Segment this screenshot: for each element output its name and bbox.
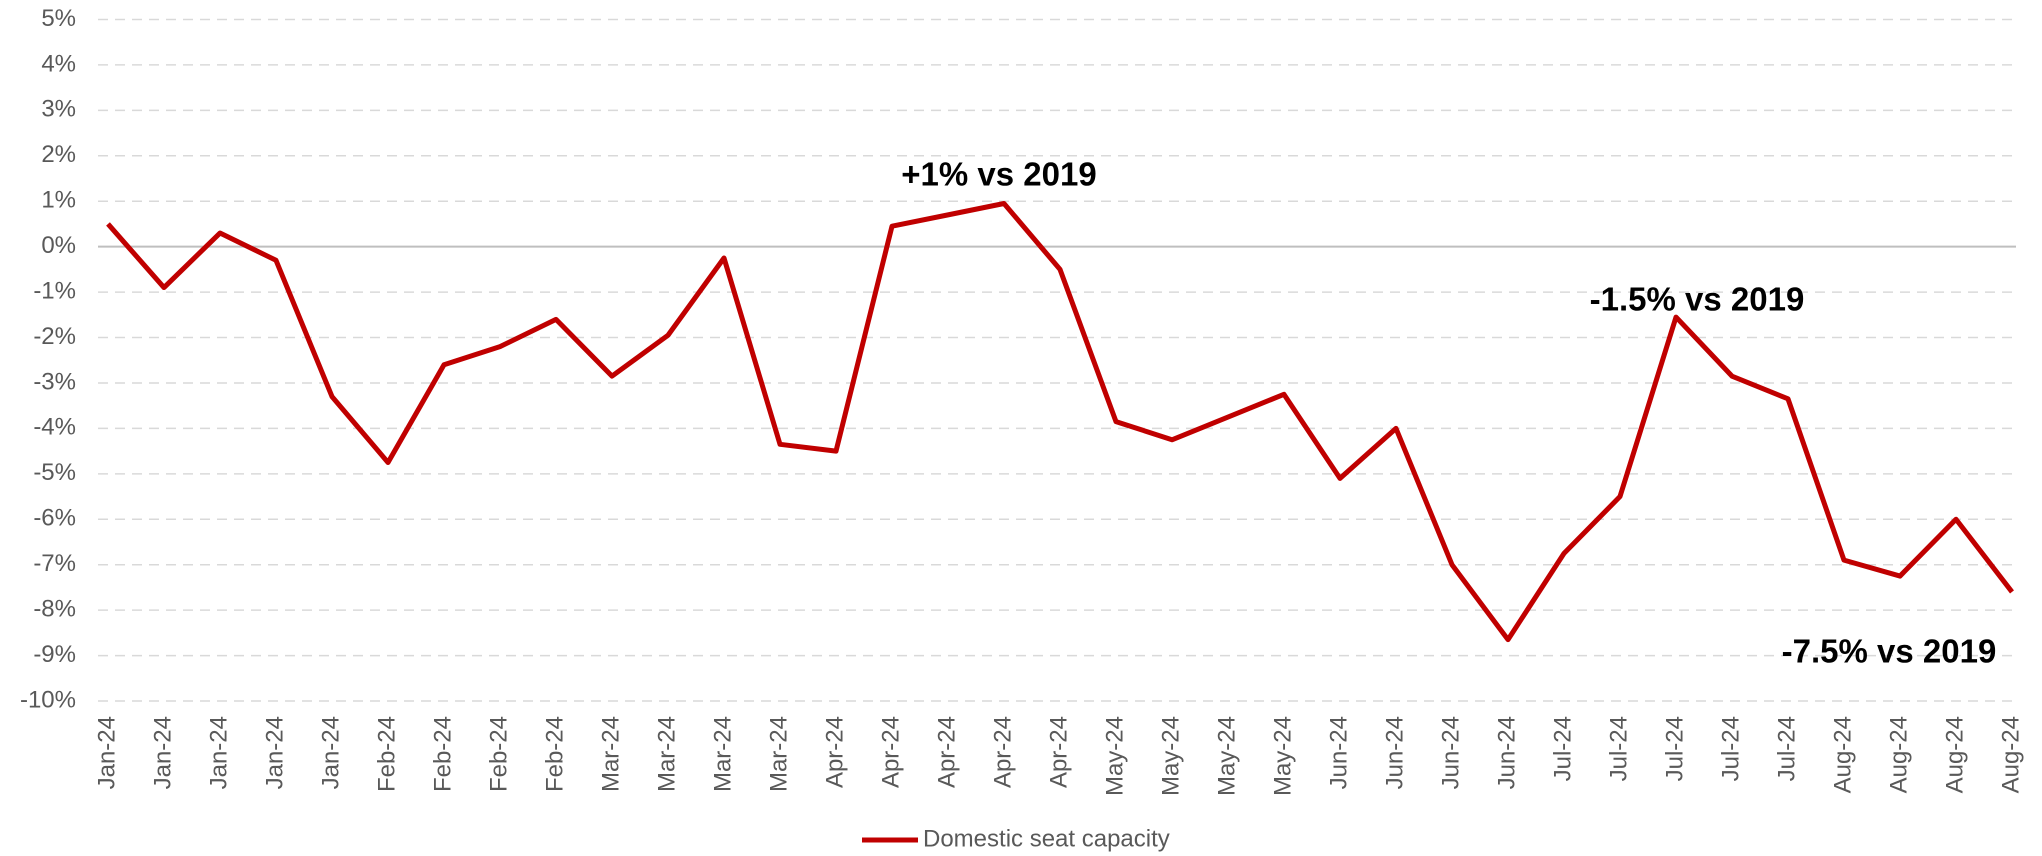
x-tick-label: Jun-24 [1437, 716, 1464, 789]
y-tick-label: 0% [41, 232, 76, 259]
x-tick-label: Apr-24 [1045, 716, 1072, 788]
y-tick-label: 1% [41, 187, 76, 214]
annotation: -1.5% vs 2019 [1590, 281, 1805, 318]
x-tick-label: Feb-24 [541, 716, 568, 792]
x-tick-label: Jan-24 [317, 716, 344, 789]
x-tick-label: Jan-24 [93, 716, 120, 789]
x-tick-label: Jun-24 [1493, 716, 1520, 789]
x-tick-label: Mar-24 [597, 716, 624, 792]
y-tick-label: -7% [33, 550, 76, 577]
x-tick-label: Jul-24 [1717, 716, 1744, 781]
x-tick-label: Jul-24 [1549, 716, 1576, 781]
y-tick-label: -10% [20, 686, 76, 713]
annotation: -7.5% vs 2019 [1782, 633, 1997, 670]
x-tick-label: May-24 [1101, 716, 1128, 796]
x-tick-label: Apr-24 [933, 716, 960, 788]
x-tick-label: Aug-24 [1997, 716, 2024, 793]
x-tick-label: Feb-24 [485, 716, 512, 792]
y-tick-label: -9% [33, 641, 76, 668]
x-tick-label: Jul-24 [1661, 716, 1688, 781]
annotation: +1% vs 2019 [901, 156, 1096, 193]
x-tick-label: Aug-24 [1829, 716, 1856, 793]
x-tick-label: Jun-24 [1325, 716, 1352, 789]
x-tick-label: Jan-24 [205, 716, 232, 789]
x-tick-label: Jan-24 [261, 716, 288, 789]
x-tick-label: Feb-24 [429, 716, 456, 792]
x-tick-label: May-24 [1157, 716, 1184, 796]
x-tick-label: Jul-24 [1605, 716, 1632, 781]
x-tick-label: Apr-24 [821, 716, 848, 788]
legend-label: Domestic seat capacity [923, 825, 1170, 852]
y-tick-label: -4% [33, 414, 76, 441]
y-tick-label: 3% [41, 96, 76, 123]
x-tick-label: May-24 [1213, 716, 1240, 796]
x-tick-label: Aug-24 [1941, 716, 1968, 793]
y-tick-label: -1% [33, 277, 76, 304]
y-tick-label: 4% [41, 50, 76, 77]
x-tick-label: Apr-24 [989, 716, 1016, 788]
y-tick-label: -3% [33, 368, 76, 395]
y-tick-label: -5% [33, 459, 76, 486]
data-line [106, 201, 2014, 643]
x-tick-label: Feb-24 [373, 716, 400, 792]
y-tick-label: 5% [41, 5, 76, 32]
x-tick-label: Apr-24 [877, 716, 904, 788]
x-tick-label: Mar-24 [653, 716, 680, 792]
y-tick-label: 2% [41, 141, 76, 168]
x-tick-label: Jan-24 [149, 716, 176, 789]
x-tick-label: Mar-24 [709, 716, 736, 792]
x-tick-label: Jul-24 [1773, 716, 1800, 781]
x-tick-label: Mar-24 [765, 716, 792, 792]
x-tick-label: Jun-24 [1381, 716, 1408, 789]
x-tick-label: Aug-24 [1885, 716, 1912, 793]
y-tick-label: -6% [33, 505, 76, 532]
y-tick-label: -8% [33, 595, 76, 622]
y-tick-label: -2% [33, 323, 76, 350]
x-tick-label: May-24 [1269, 716, 1296, 796]
